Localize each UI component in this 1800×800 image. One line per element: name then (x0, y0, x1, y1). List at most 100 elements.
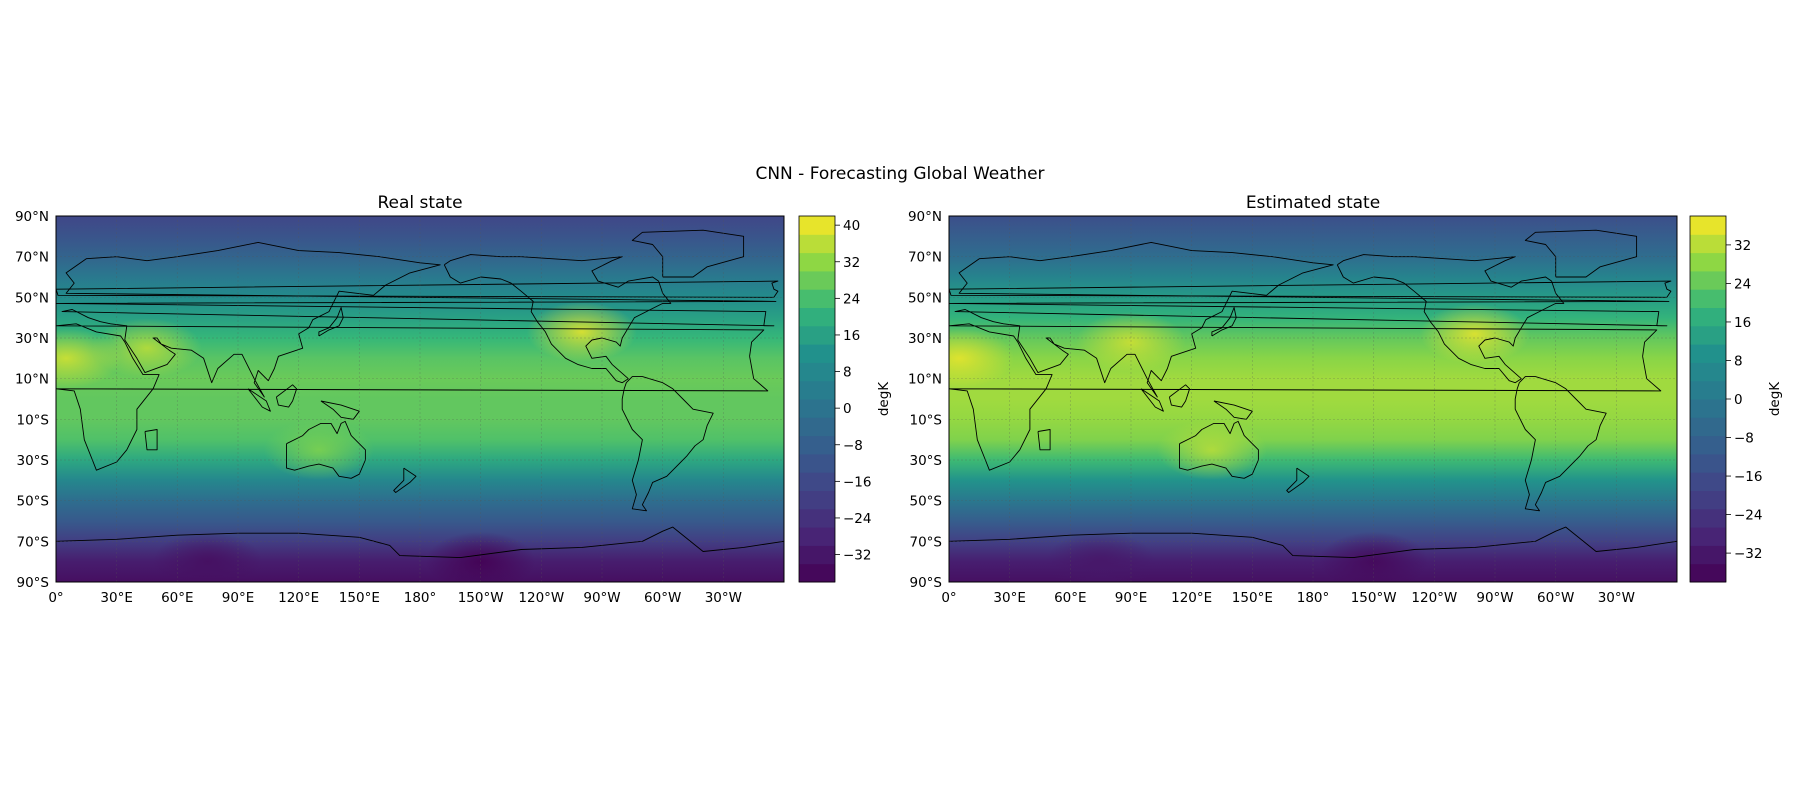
coastline (1336, 254, 1565, 384)
x-tick-label: 150°W (458, 590, 504, 606)
x-tick-label: 90°E (222, 590, 254, 606)
colorbar-level (799, 417, 835, 437)
colorbar-tick-label: −24 (843, 511, 872, 527)
x-tick-label: 60°W (644, 590, 681, 606)
colorbar: 32 24 16 8 0 −8 −16 −24 −32 degK (1689, 215, 1783, 583)
x-tick-label: 0° (48, 590, 63, 606)
colorbar-level (799, 362, 835, 382)
x-tick-label: 150°W (1351, 590, 1397, 606)
coastline (1286, 467, 1310, 493)
colorbar-tick-label: 40 (843, 218, 860, 234)
x-tick-label: 90°E (1115, 590, 1147, 606)
colorbar-tick-label: 32 (843, 255, 860, 271)
coastline (1168, 384, 1191, 408)
colorbar-tick-label: 24 (1734, 276, 1751, 292)
colorbar-label: degK (876, 381, 892, 416)
y-tick-label: 10°N (908, 372, 942, 388)
colorbar-level (1690, 216, 1726, 235)
coastline (1037, 429, 1051, 451)
colorbar-tick-label: 0 (843, 401, 852, 417)
temperature-field (56, 216, 784, 582)
y-tick-label: 90°S (17, 575, 50, 591)
coastline (247, 388, 271, 412)
colorbar-tick-label: −16 (843, 474, 872, 490)
colorbar-level (799, 563, 835, 583)
y-tick-label: 70°N (908, 250, 942, 266)
coastline (631, 229, 745, 278)
colorbar-level (799, 216, 835, 235)
colorbar-tick-label: 8 (843, 365, 852, 381)
colorbar-level (799, 435, 835, 455)
colorbar-level (799, 380, 835, 400)
colorbar-tick-label: −16 (1734, 469, 1763, 485)
colorbar-level (1690, 527, 1726, 546)
colorbar-tick-label: −24 (1734, 508, 1763, 524)
coastline (56, 526, 784, 559)
x-tick-label: 180° (1297, 590, 1330, 606)
colorbar-level (799, 325, 835, 345)
colorbar-tick-label: 8 (1734, 353, 1743, 369)
y-tick-label: 90°N (908, 209, 942, 225)
y-tick-label: 50°S (910, 494, 943, 510)
colorbar-level (1690, 344, 1726, 363)
y-tick-label: 50°N (15, 290, 49, 306)
temperature-hotspot (1318, 531, 1429, 582)
y-tick-label: 30°N (15, 331, 49, 347)
temperature-hotspot (1156, 419, 1267, 480)
coastline (56, 241, 777, 398)
y-tick-label: 70°S (17, 534, 50, 550)
colorbar-level (799, 234, 835, 254)
colorbar-tick-label: 0 (1734, 392, 1743, 408)
coastline (286, 420, 366, 479)
coastline (1211, 307, 1237, 337)
coastline (1514, 376, 1607, 512)
y-tick-label: 70°N (15, 250, 49, 266)
coastline (949, 241, 1670, 398)
colorbar-level (799, 508, 835, 528)
y-tick-label: 30°S (910, 453, 943, 469)
colorbar-level (799, 527, 835, 546)
temperature-hotspot (1419, 303, 1530, 364)
colorbar-level (1690, 325, 1726, 345)
x-tick-label: 90°W (583, 590, 620, 606)
x-tick-label: 150°E (339, 590, 380, 606)
colorbar-tick-label: 16 (843, 328, 860, 344)
coastline (621, 376, 714, 512)
colorbar-level (1690, 399, 1726, 418)
colorbar-level (799, 252, 835, 272)
temperature-hotspot (92, 318, 202, 379)
coastline (318, 307, 344, 337)
x-tick-label: 150°E (1232, 590, 1273, 606)
colorbar-level (799, 453, 835, 473)
map-panel-estimated: 0° 30°E 60°E 90°E 120°E 150°E 180° 150°W 120°W 90… (908, 209, 1678, 606)
colorbar-level (799, 490, 835, 510)
colorbar: 40 32 24 16 8 0 −8 −16 −24 −32 degK (798, 215, 892, 583)
x-tick-label: 180° (404, 590, 437, 606)
y-tick-label: 70°S (910, 534, 943, 550)
y-tick-label: 10°S (17, 412, 50, 428)
colorbar-level (1690, 234, 1726, 254)
colorbar-level (1690, 270, 1726, 290)
colorbar-level (799, 270, 835, 290)
y-tick-label: 90°S (910, 575, 943, 591)
colorbar-level (799, 344, 835, 363)
colorbar-tick-label: 24 (843, 291, 860, 307)
x-tick-label: 120°E (1171, 590, 1212, 606)
coastline (1213, 400, 1253, 420)
colorbar-label: degK (1767, 381, 1783, 416)
x-tick-label: 30°E (100, 590, 132, 606)
colorbar-level (799, 289, 835, 308)
colorbar-tick-label: 32 (1734, 238, 1751, 254)
colorbar-level (1690, 252, 1726, 272)
coastline (949, 280, 1672, 298)
map-frame (55, 215, 785, 583)
y-tick-label: 10°N (15, 372, 49, 388)
coastline (949, 526, 1677, 559)
panel-title-estimated: Estimated state (1245, 193, 1381, 213)
temperature-field (949, 216, 1677, 582)
colorbar-level (799, 307, 835, 327)
coastline (275, 384, 298, 408)
temperature-hotspot (1045, 531, 1156, 582)
x-tick-label: 120°E (278, 590, 319, 606)
